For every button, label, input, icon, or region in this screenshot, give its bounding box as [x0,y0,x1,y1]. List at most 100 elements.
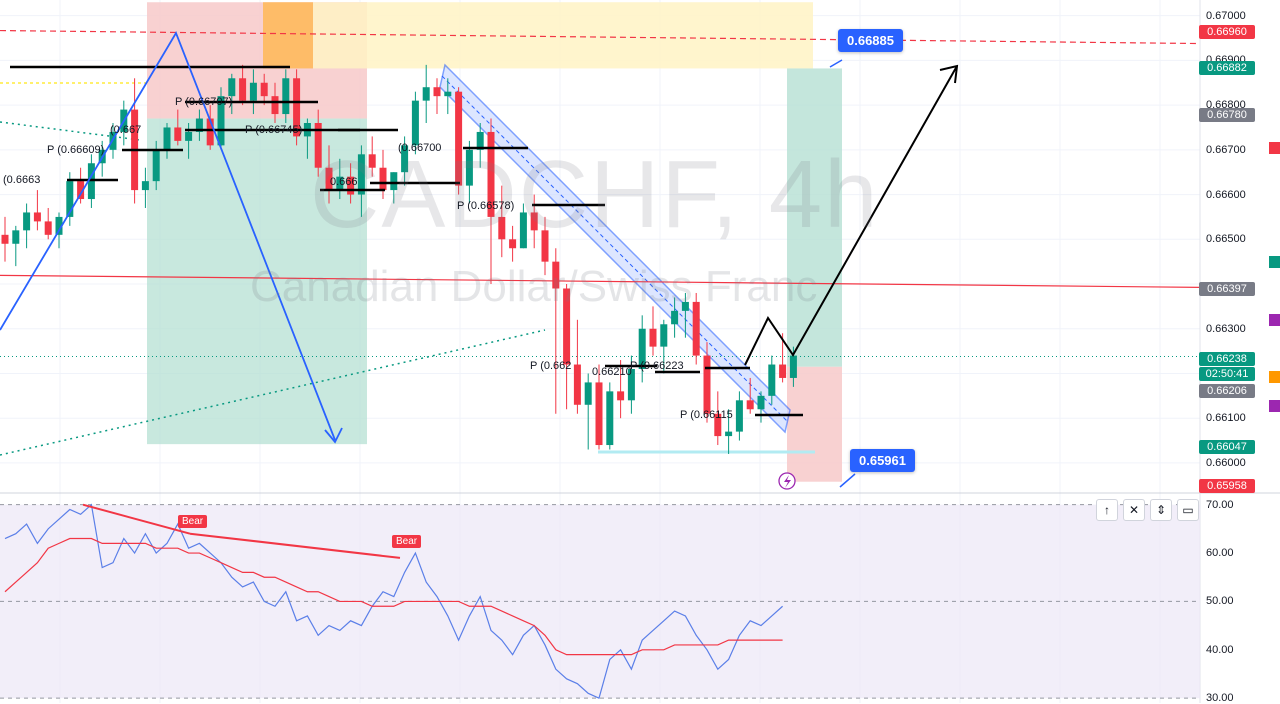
target-price-callout[interactable]: 0.66885 [838,29,903,52]
long-stop-zone [787,366,842,482]
rsi-line [4,503,784,699]
overlap-zone [263,2,313,69]
candle-body [746,400,754,410]
bearish-projection-path [0,30,336,441]
pivot-label: (0.667 [110,124,142,136]
candle-body [282,78,290,115]
price-tag: 0.66960 [1199,25,1255,39]
candle-body [444,91,452,97]
candle-body [552,261,560,289]
alert-flag-icon[interactable] [1269,142,1280,154]
rsi-divergence-line [82,503,191,535]
pivot-label: P (0.662 [530,360,572,372]
pivot-label: P (0.66223 [630,360,684,372]
price-tick-label: 0.67000 [1206,9,1246,22]
watermark-name: Canadian Dollar/Swiss Franc [250,262,818,311]
bear-badge-2: Bear [392,535,422,548]
candle-body [789,355,797,378]
candle-body [541,230,549,262]
candle-body [163,127,171,150]
candle-body [563,288,571,365]
candle-body [401,145,409,173]
candle-body [239,78,247,101]
candle-body [347,176,355,195]
candle-body [681,301,689,311]
rsi-tick-label: 30.00 [1206,692,1234,704]
candle-body [757,395,765,410]
descending-channel [439,63,791,434]
price-tick-label: 0.66700 [1206,143,1246,156]
resistance-zone [313,2,813,69]
candle-body [33,212,41,222]
channel-midline [441,75,788,422]
candle-body [249,82,257,101]
callout-pointer [839,473,856,488]
candle-body [174,127,182,141]
candle-body [725,431,733,437]
rsi-tick-label: 70.00 [1206,498,1234,511]
pivot-label: P (0.66707) [175,96,233,108]
rsi-divergence-line [189,532,401,559]
price-tick-label: 0.66600 [1206,188,1246,201]
candle-body [228,78,236,97]
candle-body [509,239,517,249]
collapse-pane-button[interactable]: ⇕ [1150,499,1172,521]
candle-body [1,234,9,244]
price-tick-label: 0.66100 [1206,412,1246,425]
candle-body [206,118,214,146]
candle-body [584,382,592,405]
pivot-label: (0.6663 [3,174,41,186]
candle-body [433,87,441,97]
bear-badge-1: Bear [178,515,208,528]
alert-flag-icon[interactable] [1269,400,1280,412]
candle-body [692,301,700,356]
price-tag: 0.66397 [1199,282,1255,296]
candle-body [714,413,722,437]
pivot-label: P (0.66609) [47,144,105,156]
candle-body [595,382,603,446]
candle-body [768,364,776,396]
candle-body [66,181,74,217]
pivot-label: 0.666 [330,176,358,188]
maximize-pane-button[interactable]: ▭ [1177,499,1199,521]
rsi-tick-label: 60.00 [1206,547,1234,560]
price-tag: 0.66780 [1199,108,1255,122]
alert-flag-icon[interactable] [1269,256,1280,268]
candle-body [519,212,527,249]
lightning-icon [784,475,791,488]
rsi-tick-label: 50.00 [1206,595,1234,608]
pivot-label: 0.66210 [592,366,632,378]
arrowhead-icon [939,64,959,84]
candle-body [141,181,149,191]
candle-body [455,91,463,186]
candle-body [498,216,506,240]
candle-body [476,131,484,150]
alert-flag-icon[interactable] [1269,314,1280,326]
candle-body [465,149,473,186]
candle-body [617,391,625,401]
stop-price-callout[interactable]: 0.65961 [850,449,915,472]
watermark-symbol: CADCHF, 4h [310,141,880,248]
candle-body [23,212,31,231]
price-tag: 02:50:41 [1199,367,1255,381]
candle-body [152,149,160,182]
candle-body [671,310,679,325]
candle-body [195,118,203,132]
resistance-dashed-line [0,29,1201,45]
candle-body [368,154,376,168]
candle-body [703,355,711,414]
arrowhead-icon [324,427,343,444]
candle-body [660,324,668,347]
alert-flag-icon[interactable] [1269,371,1280,383]
candle-body [606,391,614,446]
candle-body [390,172,398,191]
candle-body [12,230,20,244]
move-pane-up-button[interactable]: ↑ [1096,499,1118,521]
pivot-label: (0.66700 [398,142,442,154]
pivot-label: P (0.66745) [245,124,303,136]
close-pane-button[interactable]: ✕ [1123,499,1145,521]
candle-body [314,123,322,168]
candle-body [573,364,581,405]
candle-body [336,176,344,191]
